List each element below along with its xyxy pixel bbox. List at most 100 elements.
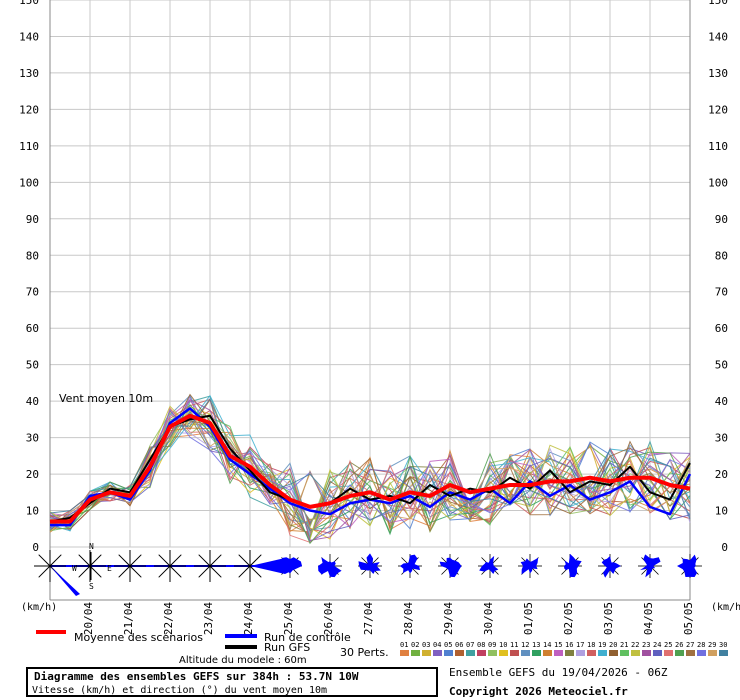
perturbation-swatch <box>631 650 640 656</box>
direction-ray <box>198 554 211 567</box>
perturbation-code: 09 <box>488 641 496 649</box>
perturbation-code: 05 <box>444 641 452 649</box>
y-tick-label: 150 <box>19 0 39 7</box>
wind-rose-shape <box>520 557 539 575</box>
perturbation-swatch <box>609 650 618 656</box>
y-tick-label: 100 <box>708 176 728 189</box>
direction-ray <box>38 565 51 578</box>
direction-ray <box>118 565 131 578</box>
direction-ray <box>198 565 211 578</box>
legend-swatch-mean <box>36 630 66 634</box>
wind-rose-shape <box>479 555 499 575</box>
perturbation-swatch <box>697 650 706 656</box>
y-tick-label: 60 <box>715 322 728 335</box>
wind-rose-shape <box>564 553 582 578</box>
perturbation-code: 22 <box>631 641 639 649</box>
direction-ray <box>89 565 102 578</box>
perturbation-code: 17 <box>576 641 584 649</box>
wind-rose-shape <box>318 557 342 578</box>
perturbation-swatch <box>576 650 585 656</box>
legend-swatch-gfs <box>225 645 257 649</box>
x-tick-label: 24/04 <box>242 602 255 635</box>
y-tick-labels-right: 0 10 20 30 40 50 60 70 80 90 100 110 120 130 140 150 <box>708 0 728 554</box>
perturbation-code: 14 <box>543 641 551 649</box>
compass-label: N <box>89 542 94 551</box>
direction-ray <box>38 554 51 567</box>
chart-subtitle: Vitesse (km/h) et direction (°) du vent … <box>32 685 328 696</box>
compass: N W E S <box>72 542 112 591</box>
perturbation-swatch <box>708 650 717 656</box>
wind-rose <box>677 554 702 578</box>
direction-ray <box>78 565 91 578</box>
x-tick-label: 25/04 <box>282 602 295 635</box>
perturbation-swatch <box>653 650 662 656</box>
x-tick-label: 21/04 <box>122 602 135 635</box>
perturbation-swatch <box>466 650 475 656</box>
perturbation-code: 15 <box>554 641 562 649</box>
perturbation-swatch <box>686 650 695 656</box>
altitude-label: Altitude du modele : 60m <box>179 655 307 666</box>
direction-ray <box>169 565 182 578</box>
perturbation-swatch <box>642 650 651 656</box>
y-tick-label: 140 <box>708 30 728 43</box>
title-box: Diagramme des ensembles GEFS sur 384h : … <box>26 667 438 697</box>
perturbation-swatch <box>532 650 541 656</box>
y-tick-label: 140 <box>19 30 39 43</box>
direction-ray <box>49 554 62 567</box>
perturbation-code: 30 <box>719 641 727 649</box>
perturbation-code: 08 <box>477 641 485 649</box>
chart-grid <box>49 0 691 601</box>
y-tick-label: 10 <box>715 505 728 518</box>
series-line <box>49 414 691 523</box>
perturbation-swatch <box>554 650 563 656</box>
y-tick-label: 130 <box>19 67 39 80</box>
series-line <box>50 413 691 524</box>
perturbation-swatch <box>543 650 552 656</box>
perturbation-swatch <box>444 650 453 656</box>
wind-rose-shape <box>601 556 621 578</box>
perturbation-swatch <box>565 650 574 656</box>
x-tick-label: 29/04 <box>442 602 455 635</box>
perturbation-code: 25 <box>664 641 672 649</box>
y-tick-label: 100 <box>19 176 39 189</box>
x-tick-label: 22/04 <box>162 602 175 635</box>
y-tick-label: 10 <box>26 505 39 518</box>
y-tick-label: 30 <box>715 432 728 445</box>
perturbation-code: 24 <box>653 641 661 649</box>
perturbation-line <box>49 415 691 543</box>
y-tick-label: 20 <box>26 468 39 481</box>
perturbation-code: 16 <box>565 641 573 649</box>
perturbation-line <box>49 408 691 530</box>
y-tick-label: 50 <box>26 359 39 372</box>
y-tick-label: 20 <box>715 468 728 481</box>
wind-rose-shape <box>640 554 661 578</box>
perturbation-swatch <box>499 650 508 656</box>
wind-rose <box>318 554 342 578</box>
y-tick-label: 70 <box>715 286 728 299</box>
y-tick-labels-left: 0 10 20 30 40 50 60 70 80 90 100 110 120 130 140 150 <box>19 0 39 554</box>
perturbation-code: 23 <box>642 641 650 649</box>
perturbation-swatch <box>510 650 519 656</box>
main-series-lines <box>49 407 692 527</box>
x-tick-label: 01/05 <box>522 602 535 635</box>
perturbation-line <box>49 397 691 521</box>
y-tick-label: 40 <box>26 395 39 408</box>
legend-mean-label: Moyenne des scénarios <box>74 631 203 644</box>
perturbation-swatch <box>675 650 684 656</box>
y-tick-label: 120 <box>19 103 39 116</box>
direction-ray <box>169 554 182 567</box>
wind-rose <box>398 554 422 578</box>
perturbation-code: 10 <box>499 641 507 649</box>
wind-rose <box>358 553 382 578</box>
perturbation-code: 20 <box>609 641 617 649</box>
x-tick-label: 23/04 <box>202 602 215 635</box>
y-tick-label: 150 <box>708 0 728 7</box>
perturbation-code: 21 <box>620 641 628 649</box>
x-tick-label: 26/04 <box>322 602 335 635</box>
perturbation-code: 02 <box>411 641 419 649</box>
wind-rose-shape <box>677 554 698 578</box>
x-tick-label: 28/04 <box>402 602 415 635</box>
perturbation-swatch <box>719 650 728 656</box>
perturbation-code: 13 <box>532 641 540 649</box>
perturbation-swatch <box>587 650 596 656</box>
